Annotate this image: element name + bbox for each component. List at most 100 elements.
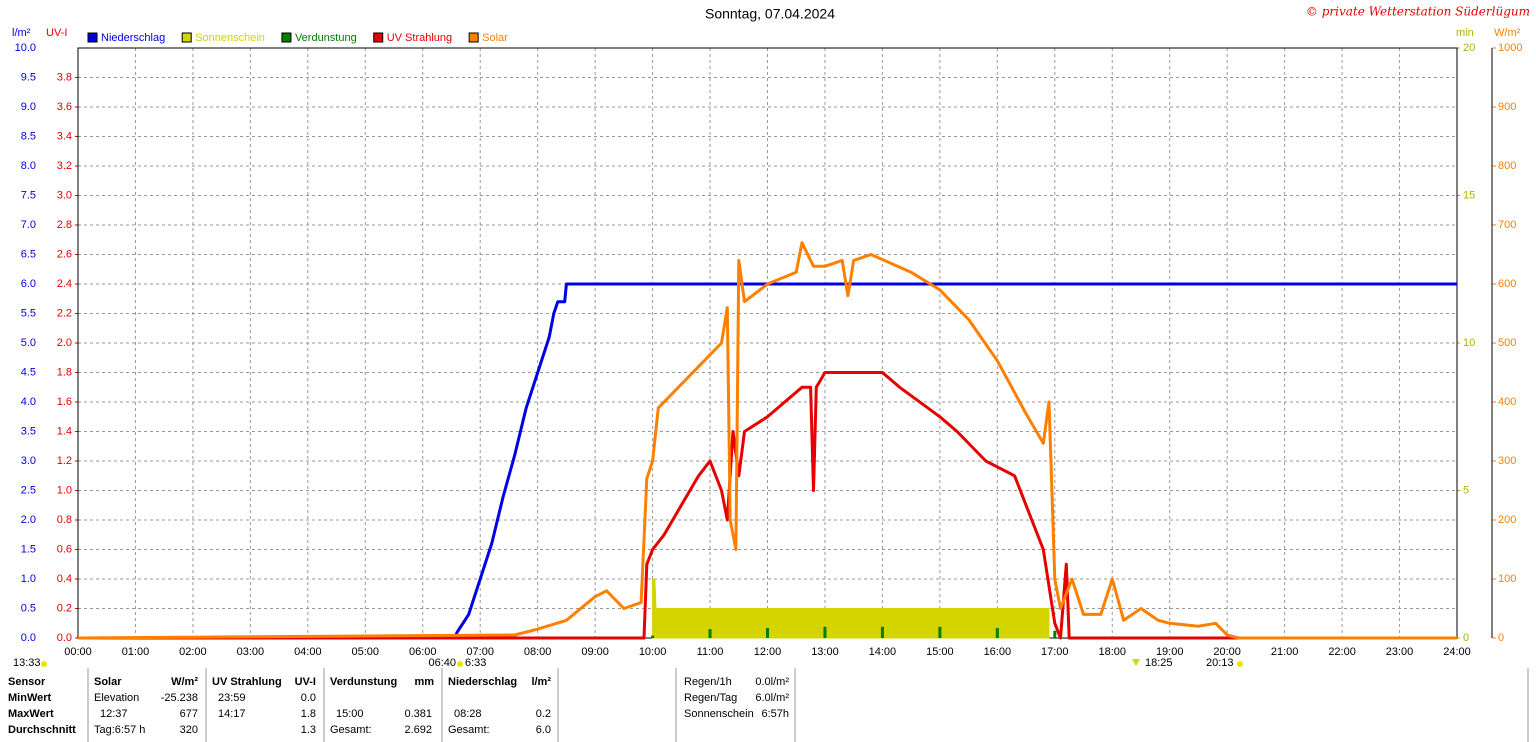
legend-label: Solar xyxy=(482,32,508,44)
y4-tick-label: 700 xyxy=(1498,219,1516,231)
table-cell: 6.0 xyxy=(536,724,551,736)
y2-tick-label: 1.6 xyxy=(57,396,72,408)
row-label: Durchschnitt xyxy=(8,724,76,736)
bar xyxy=(766,627,769,638)
table-cell: 08:28 xyxy=(454,708,482,720)
x-tick-label: 09:00 xyxy=(581,646,609,658)
y3-tick-label: 5 xyxy=(1463,484,1469,496)
y3-tick-label: 10 xyxy=(1463,337,1475,349)
legend-swatch xyxy=(373,32,384,43)
table-header: Niederschlag xyxy=(448,676,517,688)
bar xyxy=(880,626,884,638)
table-cell: -25.238 xyxy=(161,692,198,704)
table-cell: 0.381 xyxy=(404,708,432,720)
y-tick-label: 4.0 xyxy=(21,396,36,408)
summary-value: 0.0l/m² xyxy=(755,676,789,688)
annotation: 18:25 xyxy=(1145,657,1173,669)
y4-tick-label: 400 xyxy=(1498,396,1516,408)
legend-swatch xyxy=(181,32,192,43)
x-tick-label: 21:00 xyxy=(1271,646,1299,658)
y2-tick-label: 3.4 xyxy=(57,130,72,142)
axis-label: W/m² xyxy=(1494,27,1521,39)
y-tick-label: 2.0 xyxy=(21,514,36,526)
y3-tick-label: 20 xyxy=(1463,42,1475,54)
table-header: mm xyxy=(414,676,434,688)
table-header: W/m² xyxy=(171,676,198,688)
table-cell: 1.8 xyxy=(301,708,316,720)
sun-icon xyxy=(41,661,47,667)
table-header: Solar xyxy=(94,676,122,688)
x-tick-label: 23:00 xyxy=(1386,646,1414,658)
legend-swatch xyxy=(281,32,292,43)
table-header: l/m² xyxy=(531,676,551,688)
summary-label: Regen/1h xyxy=(684,676,732,688)
y2-tick-label: 1.2 xyxy=(57,455,72,467)
y-tick-label: 6.5 xyxy=(21,248,36,260)
y2-tick-label: 1.0 xyxy=(57,484,72,496)
table-header: UV-I xyxy=(295,676,316,688)
x-tick-label: 05:00 xyxy=(352,646,380,658)
row-label: MaxWert xyxy=(8,708,54,720)
x-tick-label: 04:00 xyxy=(294,646,322,658)
line xyxy=(78,282,1457,640)
x-tick-label: 14:00 xyxy=(869,646,897,658)
x-tick-label: 08:00 xyxy=(524,646,552,658)
y2-tick-label: 0.2 xyxy=(57,602,72,614)
line xyxy=(77,241,1457,640)
table-cell: Tag:6:57 h xyxy=(94,724,145,736)
bar xyxy=(651,635,655,638)
y2-tick-label: 1.8 xyxy=(57,366,72,378)
marker xyxy=(1132,659,1140,666)
bar xyxy=(938,626,942,638)
annotation: 20:13 xyxy=(1206,657,1234,669)
table-cell: Gesamt: xyxy=(448,724,490,736)
legend-label: UV Strahlung xyxy=(387,32,452,44)
x-tick-label: 01:00 xyxy=(122,646,150,658)
summary-label: Sonnenschein xyxy=(684,708,754,720)
y2-tick-label: 2.2 xyxy=(57,307,72,319)
y4-tick-label: 1000 xyxy=(1498,42,1522,54)
y4-tick-label: 200 xyxy=(1498,514,1516,526)
x-tick-label: 20:00 xyxy=(1213,646,1241,658)
x-tick-label: 22:00 xyxy=(1328,646,1356,658)
y2-tick-label: 0.8 xyxy=(57,514,72,526)
x-tick-label: 15:00 xyxy=(926,646,954,658)
y-tick-label: 9.5 xyxy=(21,71,36,83)
bar xyxy=(995,627,999,638)
sun-icon xyxy=(1237,661,1243,667)
y-tick-label: 0.5 xyxy=(21,602,36,614)
y-tick-label: 10.0 xyxy=(15,42,36,54)
y2-tick-label: 0.6 xyxy=(57,543,72,555)
table-cell: 0.2 xyxy=(536,708,551,720)
axis-label: UV-I xyxy=(46,27,67,39)
y2-tick-label: 2.8 xyxy=(57,219,72,231)
bar xyxy=(823,626,827,638)
x-tick-label: 17:00 xyxy=(1041,646,1069,658)
table-cell: 15:00 xyxy=(336,708,364,720)
table-frame xyxy=(87,668,1529,742)
y-tick-label: 4.5 xyxy=(21,366,36,378)
axis-label: min xyxy=(1456,27,1474,39)
table-cell: Gesamt: xyxy=(330,724,372,736)
table-cell: Elevation xyxy=(94,692,139,704)
x-tick-label: 06:00 xyxy=(409,646,437,658)
y2-tick-label: 1.4 xyxy=(57,425,72,437)
summary-label: Regen/Tag xyxy=(684,692,737,704)
legend-swatch xyxy=(87,32,98,43)
bar xyxy=(708,629,712,638)
y2-tick-label: 2.4 xyxy=(57,278,72,290)
y3-tick-label: 0 xyxy=(1463,632,1469,644)
annotation: 06:40 xyxy=(428,657,456,669)
y2-tick-label: 0.4 xyxy=(57,573,72,585)
y-tick-label: 1.5 xyxy=(21,543,36,555)
x-tick-label: 19:00 xyxy=(1156,646,1184,658)
x-tick-label: 10:00 xyxy=(639,646,667,658)
sun-icon xyxy=(457,661,463,667)
table-cell: 1.3 xyxy=(301,724,316,736)
table-header: Sensor xyxy=(8,676,46,688)
y-tick-label: 9.0 xyxy=(21,101,36,113)
x-tick-label: 03:00 xyxy=(237,646,265,658)
legend-label: Verdunstung xyxy=(295,32,357,44)
y4-tick-label: 600 xyxy=(1498,278,1516,290)
bar xyxy=(1053,630,1057,638)
